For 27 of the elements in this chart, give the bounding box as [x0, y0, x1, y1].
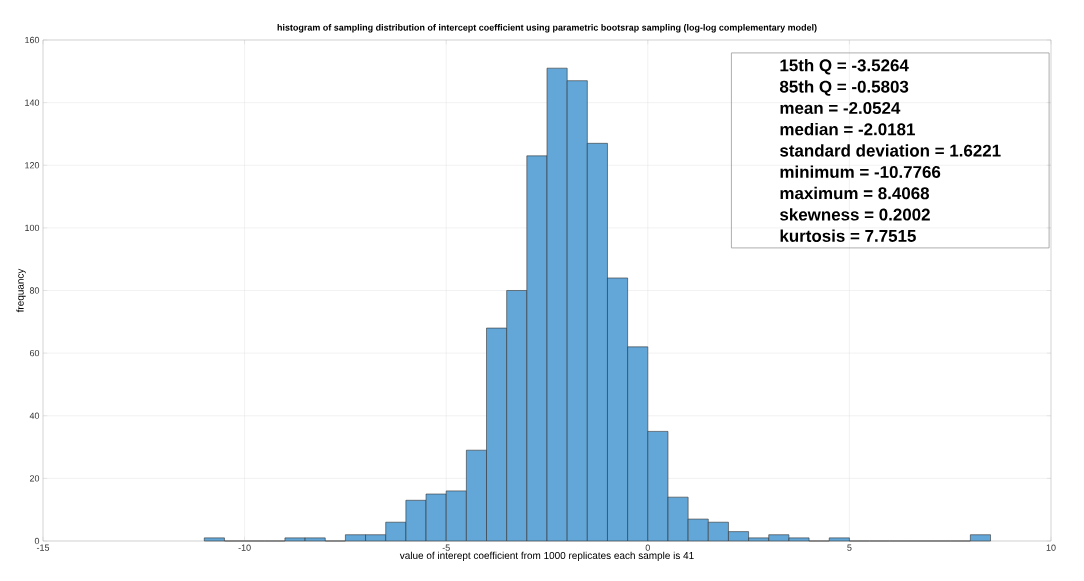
x-tick-label: 5 [847, 544, 852, 551]
x-tick-label: -10 [238, 544, 251, 551]
chart-title: histogram of sampling distribution of intercept coefficient using parametric bootsrap sampling (log-log complementary model) [277, 24, 817, 33]
x-tick-label: 10 [1046, 544, 1056, 551]
y-tick-label: 60 [29, 349, 40, 357]
annotation: 85th Q = -0.5803 [779, 80, 909, 96]
y-tick-label: 0 [34, 537, 40, 545]
x-axis-title: value of interept coefficient from 1000 replicates each sample is 41 [399, 551, 694, 561]
annotation: kurtosis = 7.7515 [780, 229, 916, 242]
annotation: skewness = 0.2002 [780, 208, 930, 221]
x-tick-label: -15 [36, 544, 50, 551]
y-tick-label: 20 [29, 475, 40, 482]
y-tick-label: 40 [29, 412, 40, 419]
annotation: minimum = -10.7766 [780, 165, 941, 178]
x-tick-label: 0 [645, 544, 650, 551]
annotation: maximum = 8.4068 [780, 186, 930, 200]
y-tick-label: 120 [25, 162, 40, 169]
annotation: standard deviation = 1.6221 [780, 144, 1001, 157]
y-axis-title: frequancy [16, 268, 26, 313]
y-tick-label: 80 [29, 287, 40, 294]
annotation: mean = -2.0524 [780, 102, 901, 114]
annotation: 15th Q = -3.5264 [780, 58, 909, 75]
x-tick-label: -5 [442, 544, 450, 551]
y-tick-label: 160 [25, 36, 40, 44]
y-tick-label: 140 [25, 99, 40, 106]
annotation: median = -2.0181 [780, 122, 915, 136]
y-tick-label: 100 [25, 224, 40, 232]
